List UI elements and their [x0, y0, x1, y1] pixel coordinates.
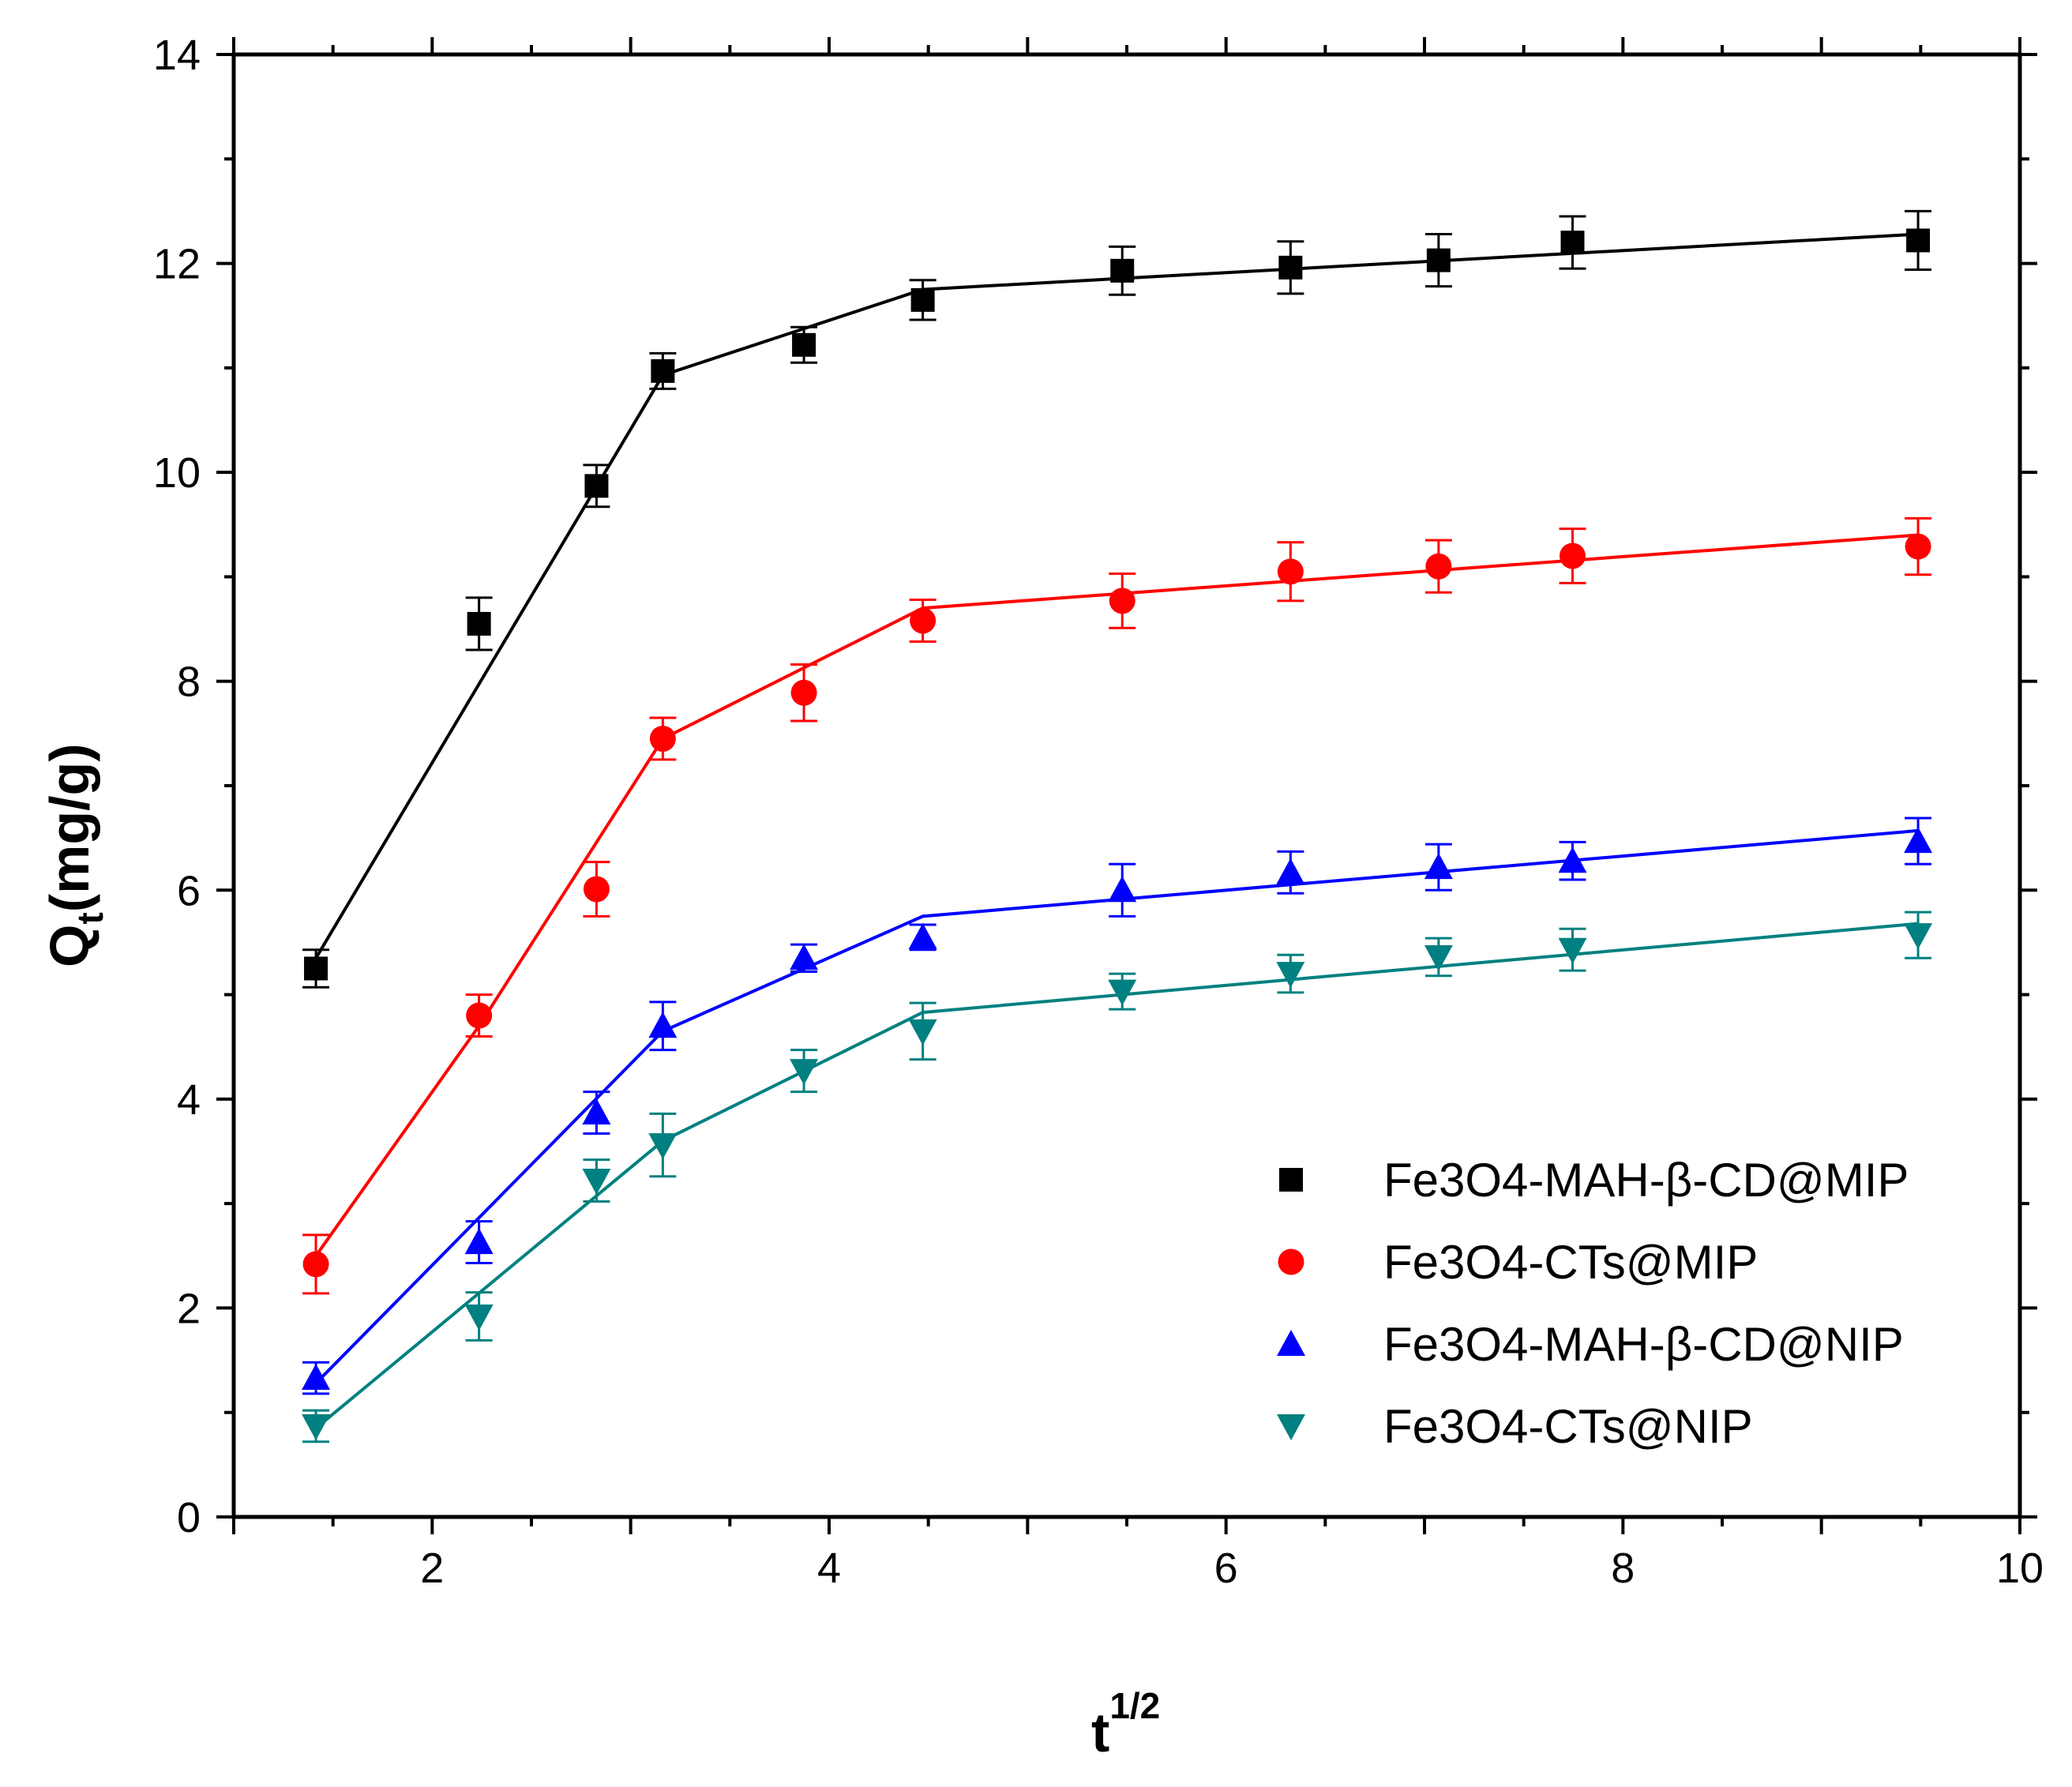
- y-axis-title-unit: (mg/g): [39, 743, 100, 912]
- data-point-series-0-point-10: [1906, 228, 1931, 253]
- data-point-series-1-point-2: [583, 876, 610, 903]
- legend-label-3: Fe3O4-CTs@NIP: [1383, 1400, 1753, 1453]
- data-point-series-0-point-5: [910, 287, 935, 312]
- data-point-series-2-point-1: [464, 1228, 494, 1255]
- data-point-series-3-point-2: [582, 1169, 611, 1196]
- x-tick-label: 10: [1996, 1545, 2044, 1592]
- data-point-series-1-point-3: [649, 725, 676, 752]
- x-tick-label: 6: [1214, 1545, 1238, 1592]
- legend-marker-0: [1279, 1168, 1303, 1192]
- x-axis: 2 4 6 8 10: [232, 37, 2044, 1592]
- x-axis-title: t1/2: [1091, 1685, 1160, 1763]
- data-point-series-1-point-6: [1109, 588, 1135, 614]
- y-tick-label: 14: [153, 32, 201, 79]
- fit-lines: [314, 232, 1919, 1430]
- legend-label-1: Fe3O4-CTs@MIP: [1383, 1236, 1758, 1289]
- data-point-series-2-point-0: [302, 1364, 331, 1391]
- data-point-series-0-point-8: [1426, 248, 1451, 272]
- data-point-series-2-point-9: [1558, 847, 1587, 873]
- data-point-series-2-point-10: [1904, 827, 1933, 854]
- fit-line-series-2: [314, 828, 1919, 1385]
- y-tick-label: 2: [177, 1285, 201, 1332]
- y-tick-label: 12: [153, 241, 201, 288]
- y-axis: 0 2 4 6 8 10 12 14: [153, 32, 2037, 1541]
- y-axis-title: Qt(mg/g): [39, 743, 111, 967]
- data-point-series-3-point-5: [908, 1019, 937, 1046]
- data-point-series-0-point-2: [584, 474, 609, 498]
- data-point-series-2-point-7: [1276, 858, 1305, 884]
- data-point-series-0-point-9: [1560, 231, 1585, 255]
- fit-line-series-3: [314, 922, 1919, 1430]
- data-point-series-3-point-10: [1904, 923, 1933, 950]
- legend-item-2: Fe3O4-MAH-β-CD@NIP: [1277, 1318, 1904, 1371]
- fit-line-series-0: [314, 232, 1919, 959]
- data-point-series-3-point-8: [1424, 944, 1453, 971]
- data-point-series-1-point-8: [1425, 553, 1452, 580]
- y-axis-title-subscript: t: [69, 912, 111, 924]
- y-axis-title-main: Q: [39, 925, 100, 967]
- data-point-series-3-point-1: [464, 1305, 494, 1331]
- data-points: [302, 228, 1933, 1440]
- y-tick-label: 10: [153, 449, 201, 497]
- legend-item-3: Fe3O4-CTs@NIP: [1277, 1400, 1753, 1453]
- y-tick-label: 0: [177, 1494, 201, 1541]
- data-point-series-2-point-3: [648, 1012, 678, 1038]
- data-point-series-1-point-1: [466, 1002, 493, 1029]
- legend-item-0: Fe3O4-MAH-β-CD@MIP: [1279, 1154, 1909, 1207]
- data-point-series-0-point-0: [304, 956, 328, 981]
- data-point-series-1-point-10: [1905, 533, 1931, 560]
- x-axis-title-superscript: 1/2: [1109, 1685, 1160, 1726]
- data-point-series-0-point-1: [467, 611, 491, 636]
- x-tick-label: 4: [817, 1545, 841, 1592]
- data-point-series-2-point-2: [582, 1098, 611, 1125]
- data-point-series-3-point-0: [302, 1413, 331, 1440]
- data-point-series-3-point-6: [1108, 979, 1137, 1006]
- legend-marker-2: [1277, 1330, 1305, 1356]
- legend-label-0: Fe3O4-MAH-β-CD@MIP: [1383, 1154, 1909, 1207]
- legend-marker-3: [1277, 1414, 1305, 1440]
- x-axis-title-main: t: [1091, 1702, 1109, 1763]
- data-point-series-2-point-8: [1424, 853, 1453, 880]
- data-point-series-1-point-0: [302, 1251, 329, 1278]
- y-tick-label: 6: [177, 867, 201, 914]
- x-tick-label: 8: [1611, 1545, 1635, 1592]
- data-point-series-0-point-3: [651, 359, 675, 383]
- data-point-series-1-point-7: [1277, 558, 1304, 585]
- y-tick-label: 8: [177, 659, 201, 706]
- legend-label-2: Fe3O4-MAH-β-CD@NIP: [1383, 1318, 1904, 1371]
- data-point-series-1-point-4: [790, 679, 817, 706]
- data-point-series-3-point-9: [1558, 937, 1587, 964]
- data-point-series-3-point-7: [1276, 962, 1305, 989]
- data-point-series-1-point-5: [910, 607, 937, 634]
- data-point-series-0-point-6: [1110, 258, 1135, 283]
- data-point-series-3-point-4: [790, 1059, 819, 1086]
- data-point-series-3-point-3: [648, 1133, 678, 1160]
- legend-marker-1: [1278, 1248, 1304, 1275]
- data-point-series-2-point-6: [1108, 876, 1137, 903]
- legend-item-1: Fe3O4-CTs@MIP: [1278, 1236, 1758, 1289]
- y-tick-label: 4: [177, 1076, 201, 1124]
- data-point-series-0-point-4: [792, 332, 816, 357]
- legend: Fe3O4-MAH-β-CD@MIP Fe3O4-CTs@MIP Fe3O4-MAH…: [1277, 1154, 1909, 1453]
- data-point-series-2-point-4: [790, 944, 819, 970]
- data-point-series-0-point-7: [1278, 255, 1303, 280]
- data-point-series-2-point-5: [908, 922, 937, 949]
- data-point-series-1-point-9: [1559, 542, 1586, 569]
- x-tick-label: 2: [420, 1545, 444, 1592]
